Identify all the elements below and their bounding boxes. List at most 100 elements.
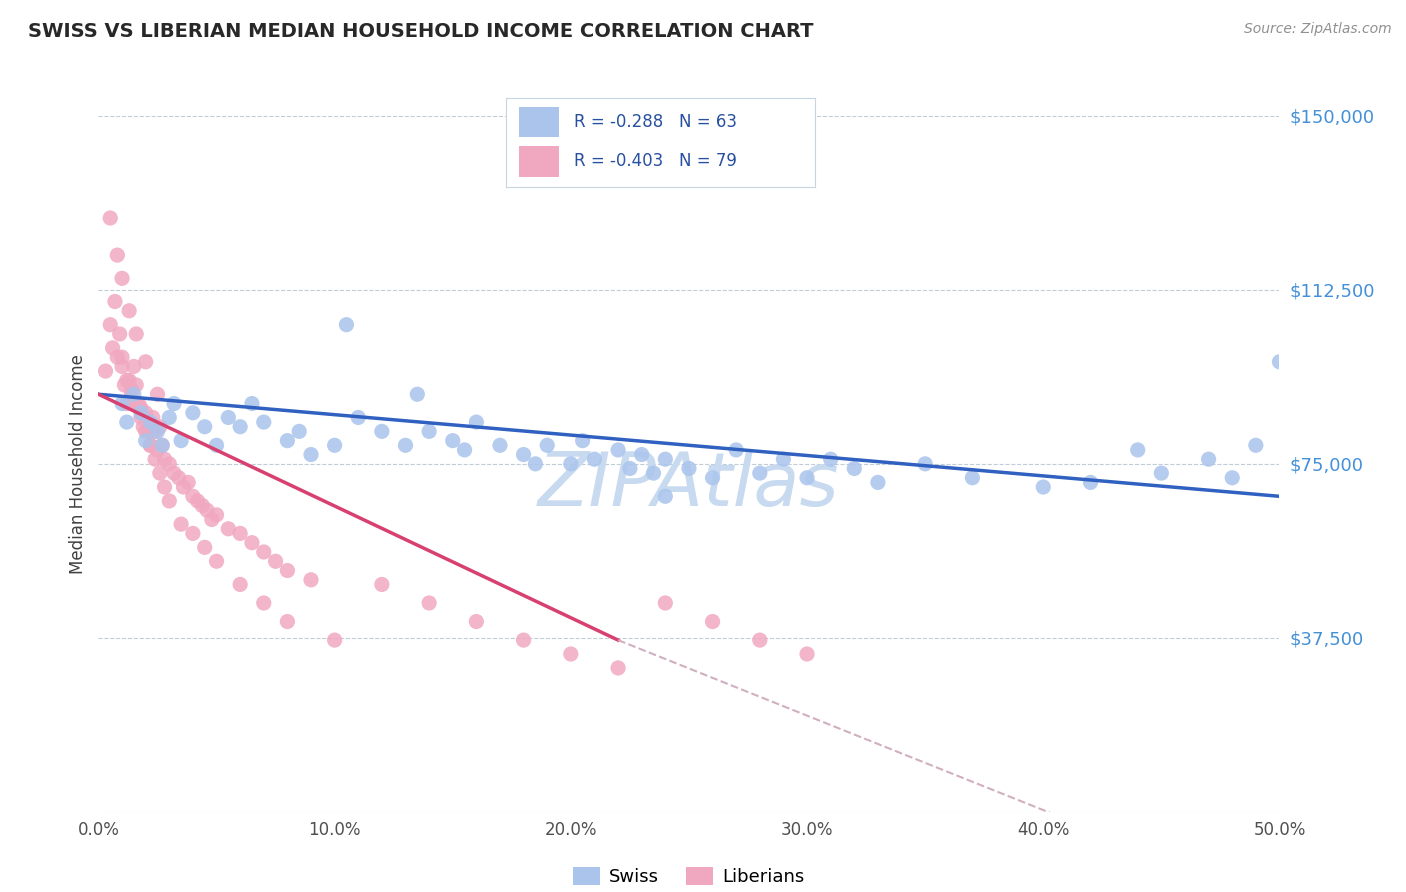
Point <box>276 564 298 578</box>
Point <box>118 373 141 387</box>
Point <box>105 350 128 364</box>
Point <box>229 526 252 541</box>
Point <box>194 419 217 434</box>
Point <box>1220 471 1243 485</box>
Point <box>111 359 134 374</box>
Point <box>146 387 169 401</box>
Point <box>129 401 152 416</box>
Point <box>128 396 150 410</box>
Point <box>453 442 475 457</box>
Point <box>1032 480 1054 494</box>
Point <box>181 526 204 541</box>
Point <box>583 452 606 467</box>
Point <box>264 554 287 568</box>
Point <box>1244 438 1267 452</box>
Point <box>323 633 346 648</box>
Point <box>125 396 148 410</box>
Point <box>132 419 155 434</box>
Point <box>136 425 159 439</box>
Point <box>465 415 488 429</box>
Point <box>177 475 200 490</box>
Point <box>125 378 148 392</box>
Point <box>125 326 148 341</box>
Point <box>1198 452 1220 467</box>
Point <box>619 461 641 475</box>
Point <box>149 466 172 480</box>
Point <box>654 489 676 503</box>
Point <box>524 457 547 471</box>
Text: ZIPAtlas: ZIPAtlas <box>538 449 839 521</box>
Point <box>288 425 311 439</box>
Point <box>143 452 166 467</box>
Point <box>654 596 676 610</box>
Point <box>104 294 127 309</box>
Text: SWISS VS LIBERIAN MEDIAN HOUSEHOLD INCOME CORRELATION CHART: SWISS VS LIBERIAN MEDIAN HOUSEHOLD INCOM… <box>28 22 814 41</box>
Point <box>1268 355 1291 369</box>
Point <box>796 647 818 661</box>
Point <box>121 387 143 401</box>
Point <box>201 512 224 526</box>
Point <box>139 415 162 429</box>
Point <box>94 364 117 378</box>
Point <box>418 425 440 439</box>
Point <box>571 434 593 448</box>
Point <box>205 438 228 452</box>
Point <box>205 554 228 568</box>
Point <box>111 350 134 364</box>
Text: Source: ZipAtlas.com: Source: ZipAtlas.com <box>1244 22 1392 37</box>
Point <box>153 480 176 494</box>
Point <box>118 303 141 318</box>
Point <box>108 326 131 341</box>
Text: R = -0.288   N = 63: R = -0.288 N = 63 <box>574 113 737 131</box>
Point <box>371 577 394 591</box>
Point <box>150 438 173 452</box>
Point <box>135 406 157 420</box>
Point <box>170 434 193 448</box>
Point <box>536 438 558 452</box>
Point <box>111 396 134 410</box>
Point <box>323 438 346 452</box>
Point <box>394 438 416 452</box>
Point <box>229 577 252 591</box>
Point <box>135 425 157 439</box>
Point <box>654 452 676 467</box>
Point <box>1126 442 1149 457</box>
Point <box>253 415 276 429</box>
FancyBboxPatch shape <box>519 107 558 137</box>
Point <box>630 448 652 462</box>
Point <box>962 471 984 485</box>
Point <box>643 466 665 480</box>
Point <box>512 448 534 462</box>
Point <box>115 373 138 387</box>
Point <box>146 442 169 457</box>
Point <box>1080 475 1102 490</box>
Point <box>371 425 394 439</box>
Point <box>194 541 217 555</box>
Point <box>335 318 357 332</box>
Point <box>157 494 180 508</box>
Point <box>253 596 276 610</box>
Point <box>129 406 152 420</box>
Point <box>748 633 770 648</box>
Point <box>149 419 172 434</box>
Point <box>163 396 186 410</box>
Point <box>276 434 298 448</box>
Point <box>115 415 138 429</box>
Point <box>240 396 263 410</box>
Point <box>150 438 173 452</box>
FancyBboxPatch shape <box>519 146 558 177</box>
Point <box>512 633 534 648</box>
Point <box>748 466 770 480</box>
Point <box>98 318 121 332</box>
Point <box>725 442 748 457</box>
Point <box>143 425 166 439</box>
Point <box>914 457 936 471</box>
Point <box>181 406 204 420</box>
Point <box>98 211 121 225</box>
Point <box>112 378 135 392</box>
Point <box>560 647 582 661</box>
Text: R = -0.403   N = 79: R = -0.403 N = 79 <box>574 153 737 170</box>
Point <box>205 508 228 522</box>
Point <box>139 438 162 452</box>
Point <box>299 573 322 587</box>
